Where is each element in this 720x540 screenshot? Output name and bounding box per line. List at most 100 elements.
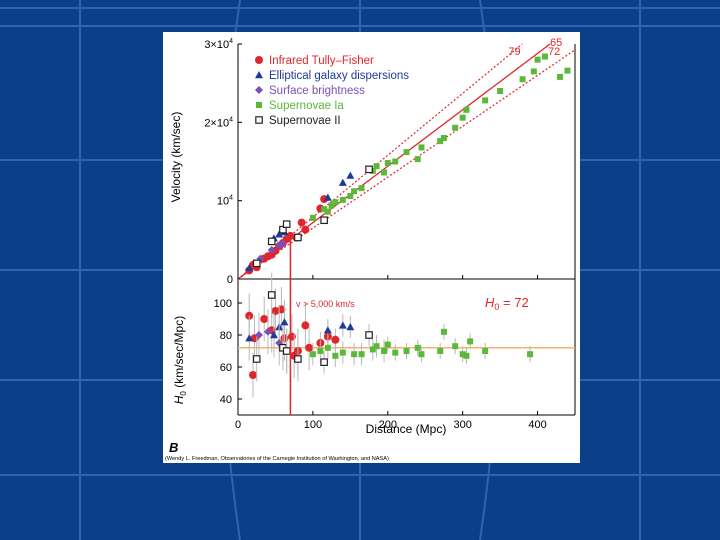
top-data-points [245, 53, 571, 275]
bottom-point-circle [248, 371, 257, 379]
bottom-point-square [418, 351, 425, 358]
top-point-square [403, 149, 410, 156]
x-tick-label: 100 [304, 419, 322, 431]
bottom-y-axis-label-main: H [172, 395, 186, 404]
top-point-diamond [267, 246, 276, 255]
top-y-tick-exp: 4 [229, 38, 233, 45]
fit-label-79: 79 [508, 46, 520, 58]
top-point-square [321, 206, 328, 213]
bottom-point-square [467, 338, 474, 345]
h0-annotation-main: H [485, 295, 495, 310]
x-tick-label: 300 [453, 419, 471, 431]
top-point-triangle [323, 193, 332, 201]
h0-annotation: H0 = 72 [485, 295, 529, 312]
top-point-square [452, 124, 459, 131]
top-point-triangle [275, 230, 284, 238]
bottom-point-diamond [275, 339, 284, 347]
top-point-square [497, 88, 504, 94]
bottom-point-square [309, 351, 316, 358]
legend-label: Infrared Tully–Fisher [269, 55, 374, 67]
top-point-triangle [245, 264, 254, 272]
top-point-diamond [275, 241, 284, 250]
velocity-cutoff-annotation: v > 5,000 km/s [296, 299, 355, 309]
bottom-y-tick-label: 100 [214, 298, 232, 310]
top-point-triangle [346, 171, 355, 179]
top-point-square [482, 97, 489, 104]
top-point-open-square [320, 216, 328, 225]
bottom-point-circle [287, 332, 296, 341]
top-point-square [392, 158, 399, 165]
bottom-point-open-square [282, 347, 291, 355]
bottom-point-circle [301, 321, 310, 330]
top-point-square [339, 196, 346, 203]
top-point-square [418, 144, 425, 151]
image-credit: (Wendy L. Freedman, Observatories of the… [165, 456, 389, 462]
bottom-y-axis-label-rest: (km/sec/Mpc) [172, 316, 186, 391]
bottom-point-triangle [280, 318, 289, 326]
top-point-square [459, 114, 466, 121]
bottom-y-axis-label-sub: 0 [179, 391, 188, 396]
x-tick-label: 400 [528, 419, 546, 431]
top-point-square [332, 199, 339, 206]
top-point-square [373, 163, 380, 170]
top-y-tick-exp: 4 [229, 116, 233, 123]
top-point-square [358, 185, 365, 192]
legend-label: Surface brightness [269, 85, 365, 97]
bottom-y-axis-label: H0 (km/sec/Mpc) [172, 316, 188, 404]
bottom-y-tick-label: 40 [220, 394, 232, 406]
bottom-point-square [381, 348, 388, 354]
legend-label: Supernovae Ia [269, 100, 344, 112]
bottom-point-square [339, 349, 346, 356]
bottom-point-circle [305, 343, 314, 352]
figure-panel: Velocity (km/sec) 0 104 2×104 3×104 79 72 65 … [163, 32, 580, 463]
top-point-circle [301, 225, 310, 234]
bottom-point-square [324, 344, 331, 351]
top-point-square [440, 135, 447, 141]
top-point-open-square [365, 165, 373, 174]
legend-label: Supernovae II [269, 115, 341, 127]
bottom-y-tick-label: 60 [220, 362, 232, 374]
top-point-open-square [282, 220, 291, 228]
top-y-tick-base: 3×10 [204, 39, 229, 51]
bottom-point-square [384, 341, 391, 348]
top-point-circle [297, 218, 306, 227]
bottom-point-square [527, 351, 534, 358]
top-point-square [351, 188, 358, 195]
top-y-tick-base: 10 [217, 196, 229, 208]
top-y-tick-exp: 4 [229, 195, 233, 202]
bottom-point-open-square [320, 358, 328, 367]
top-y-tick-label: 3×104 [204, 38, 233, 51]
top-point-square [534, 56, 541, 63]
bottom-point-square [392, 349, 399, 356]
top-point-square [347, 192, 354, 199]
bottom-point-circle [271, 307, 280, 315]
top-point-diamond [278, 239, 287, 248]
bottom-point-square [414, 344, 421, 351]
bottom-y-ticks: 40 60 80 100 [214, 298, 242, 406]
fit-label-65: 65 [550, 37, 562, 49]
bottom-point-triangle [346, 323, 355, 331]
top-y-tick-base: 0 [227, 274, 233, 286]
top-point-square [414, 156, 421, 163]
bottom-point-diamond [263, 327, 272, 336]
bottom-point-square [369, 346, 376, 353]
bottom-point-open-square [294, 355, 302, 363]
bottom-point-open-square [365, 331, 373, 339]
bottom-point-square [440, 328, 447, 335]
top-point-square [564, 67, 571, 74]
legend-marker [255, 116, 263, 124]
top-y-tick-label: 0 [227, 274, 233, 286]
top-point-square [437, 138, 444, 145]
legend: Infrared Tully–Fisher Elliptical galaxy d… [255, 55, 409, 127]
bottom-point-open-square [267, 291, 276, 299]
fit-label-72: 72 [548, 46, 560, 58]
legend-marker [255, 86, 263, 94]
bottom-point-triangle [245, 334, 254, 342]
bottom-data-points [238, 272, 575, 398]
top-y-tick-label: 104 [217, 195, 233, 208]
h0-annotation-rest: = 72 [499, 295, 528, 310]
top-y-tick-label: 2×104 [204, 116, 233, 129]
